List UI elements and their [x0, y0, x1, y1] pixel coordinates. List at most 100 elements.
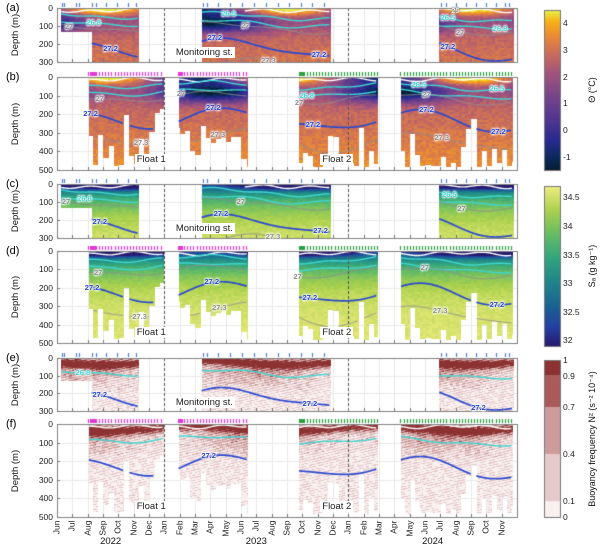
panel-annotation: Monitoring st. [173, 47, 235, 59]
contour-label: 27.2 [83, 108, 98, 118]
month-label: Jun [51, 520, 62, 535]
contour-label: 27 [64, 22, 74, 32]
y-tick-label: 100 [38, 21, 53, 31]
contour-label: 27.3 [210, 129, 226, 139]
contour-label: 27.3 [133, 138, 149, 148]
contour-label: 27.2 [207, 33, 223, 43]
y-tick-label: 300 [38, 301, 53, 312]
month-label: Nov [312, 520, 323, 536]
contour-label: 27.2 [213, 209, 229, 219]
colorbar-title: Buoyancy frequency N² (s⁻² 10⁻⁴) [587, 370, 597, 507]
month-label: Mar [189, 520, 200, 536]
y-tick-label: 300 [38, 406, 53, 416]
panel-letter: (e) [6, 352, 20, 364]
y-tick-label: 0 [48, 179, 53, 189]
panel-letter: (a) [6, 2, 20, 14]
y-tick-label: 200 [38, 282, 53, 293]
y-tick-label: 0 [48, 246, 53, 256]
colorbar-tick-label: 32 [563, 335, 573, 346]
contour-label: 27.2 [305, 120, 321, 130]
depth-axis-label: Depth (m) [10, 102, 21, 145]
month-label: Sep [281, 520, 292, 536]
month-label: Jan [342, 520, 353, 535]
contour-label: 27.2 [103, 44, 118, 54]
colorbar-tick-label: 0 [563, 512, 568, 522]
month-label: May [220, 520, 231, 537]
year-label: 2023 [245, 536, 267, 547]
y-tick-label: 0 [48, 353, 53, 363]
contour-label: 27 [420, 263, 429, 273]
panel-annotation: Monitoring st. [173, 396, 235, 408]
contour-label: 27 [294, 98, 304, 108]
y-tick-label: 100 [38, 370, 53, 381]
contour-label: 27.3 [132, 311, 147, 321]
contour-label: 27.2 [491, 126, 506, 136]
panel-letter: (f) [6, 418, 17, 430]
y-tick-label: 300 [38, 233, 53, 243]
contour-label: 27 [61, 197, 71, 207]
y-tick-label: 200 [38, 109, 53, 120]
month-label: Dec [327, 520, 338, 536]
colorbar-tick-label: 32.5 [563, 306, 580, 317]
colorbar-tick-label: 2 [563, 71, 568, 82]
contour-label: 27.2 [84, 282, 100, 292]
contour-label: 27.3 [265, 231, 281, 241]
y-tick-label: 100 [38, 264, 53, 275]
contour-label: 26.8 [86, 17, 101, 27]
panel-annotation: Monitoring st. [173, 223, 235, 235]
panel-letter: (b) [6, 71, 20, 83]
colorbar-title: Θ (°C) [587, 77, 597, 103]
contour-label: 27.2 [92, 389, 108, 399]
month-label: Apr [204, 520, 215, 534]
contour-label: 27.2 [489, 300, 505, 310]
depth-axis-label: Depth (m) [10, 189, 21, 233]
panel-annotation: Float 1 [134, 154, 168, 166]
y-tick-label: 200 [38, 388, 53, 399]
colorbar-tick-label: 0.4 [563, 449, 575, 460]
contour-label: 26.5 [489, 84, 505, 94]
colorbar-tick-label: 33 [563, 278, 573, 289]
month-label: Oct [296, 520, 307, 534]
colorbar-tick-label: 4 [563, 18, 568, 29]
panel-letter: (c) [6, 178, 19, 190]
contour-label: 27.2 [204, 277, 219, 287]
contour-label: 27.2 [440, 42, 456, 52]
colorbar-tick-label: 34.5 [563, 192, 580, 203]
month-label: Oct [480, 520, 491, 534]
y-tick-label: 0 [48, 419, 53, 429]
month-label: Apr [388, 520, 399, 534]
contour-label: 26.8 [299, 91, 315, 101]
contour-label: 27 [241, 21, 250, 31]
y-tick-label: 0 [48, 72, 53, 82]
contour-label: 27 [422, 89, 431, 99]
contour-label: 27 [455, 27, 465, 37]
panel-annotation: Float 2 [320, 154, 354, 166]
panel-annotation: Float 1 [134, 327, 168, 339]
contour-label: 27.3 [212, 302, 227, 312]
y-tick-label: 500 [38, 512, 53, 522]
colorbar-tick-label: 0 [563, 125, 568, 135]
contour-label: 27.2 [471, 403, 486, 413]
contour-label: 27.2 [419, 105, 434, 115]
colorbar-title: Sₐ (g kg⁻¹) [587, 244, 597, 288]
depth-axis-label: Depth (m) [10, 363, 21, 406]
colorbar-tick-label: 34 [563, 221, 573, 231]
y-tick-label: 100 [38, 90, 53, 101]
month-label: Jan [158, 520, 169, 535]
y-tick-label: 500 [38, 338, 53, 348]
month-label: Feb [174, 520, 185, 536]
colorbar-tick-label: -1 [563, 151, 571, 162]
y-tick-label: 300 [38, 474, 53, 485]
y-tick-label: 100 [38, 197, 53, 207]
contour-label: 27 [293, 271, 302, 281]
year-label: 2022 [100, 536, 122, 547]
contour-label: 26.8 [75, 367, 91, 377]
depth-axis-label: Depth (m) [10, 275, 21, 319]
contour-label: 26.5 [440, 13, 456, 23]
panel-annotation: Float 2 [320, 327, 354, 339]
contour-label: 26.5 [442, 189, 457, 199]
contour-label: 27.2 [313, 226, 328, 236]
month-label: Dec [143, 520, 154, 536]
